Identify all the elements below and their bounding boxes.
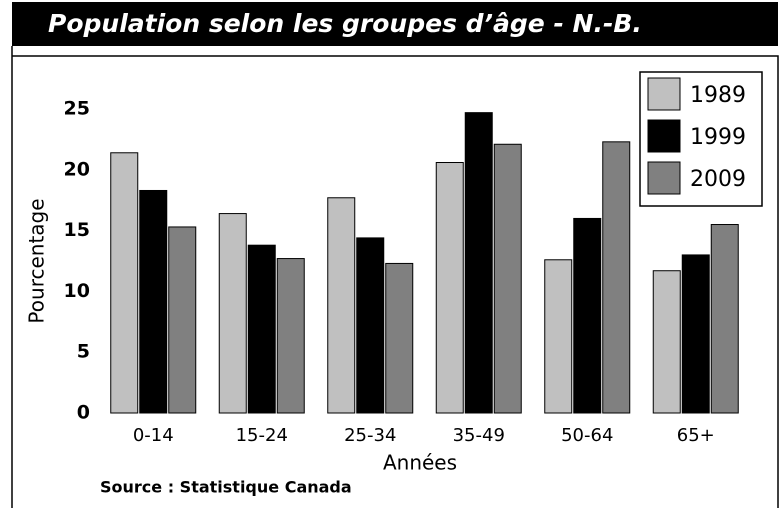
- bar: [602, 141, 631, 414]
- legend-label: 1999: [690, 125, 746, 150]
- y-tick-label: 5: [77, 341, 90, 363]
- bar: [168, 226, 197, 414]
- legend-swatch: [647, 161, 681, 195]
- bar: [276, 258, 305, 414]
- bar: [710, 224, 739, 414]
- y-tick-label: 10: [64, 280, 90, 302]
- bar: [247, 244, 276, 414]
- x-tick-label: 35-49: [453, 425, 505, 446]
- bar: [573, 217, 602, 414]
- bar: [544, 259, 573, 414]
- bar: [356, 237, 385, 414]
- bar: [681, 254, 710, 414]
- x-axis-label: Années: [383, 451, 457, 475]
- chart-title: Population selon les groupes d’âge - N.-…: [48, 9, 642, 38]
- bar: [385, 262, 414, 414]
- legend-label: 2009: [690, 167, 746, 192]
- bar: [110, 152, 139, 414]
- legend-label: 1989: [690, 83, 746, 108]
- y-tick-label: 20: [64, 158, 90, 180]
- x-tick-label: 65+: [677, 425, 715, 446]
- legend-swatch: [647, 119, 681, 153]
- x-tick-label: 50-64: [561, 425, 613, 446]
- bar: [435, 162, 464, 414]
- y-axis-label: Pourcentage: [25, 198, 49, 323]
- frame: [11, 46, 779, 508]
- title-bar: [12, 2, 778, 46]
- x-tick-label: 15-24: [236, 425, 288, 446]
- x-tick-label: 0-14: [133, 425, 174, 446]
- bar: [139, 189, 168, 414]
- y-tick-label: 0: [77, 402, 90, 424]
- bar: [493, 143, 522, 414]
- x-tick-label: 25-34: [344, 425, 396, 446]
- y-tick-label: 25: [64, 98, 90, 120]
- source: Source : Statistique Canada: [100, 478, 352, 497]
- bar: [464, 112, 493, 414]
- y-tick-label: 15: [64, 219, 90, 241]
- bar: [327, 197, 356, 414]
- bar: [652, 270, 681, 414]
- legend-swatch: [647, 77, 681, 111]
- bar: [218, 213, 247, 414]
